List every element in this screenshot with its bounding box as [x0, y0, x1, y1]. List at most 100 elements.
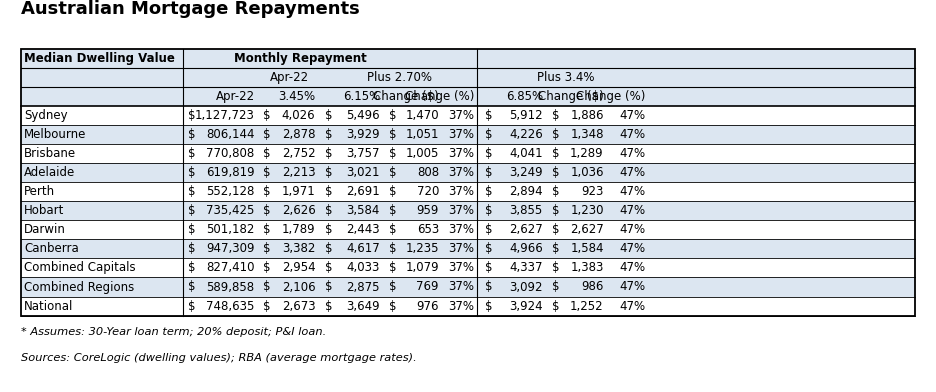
- Text: 770,808: 770,808: [206, 147, 255, 160]
- Text: 2,627: 2,627: [509, 223, 543, 236]
- Text: Change ($): Change ($): [538, 90, 604, 103]
- Text: 37%: 37%: [448, 185, 475, 198]
- Text: 3,757: 3,757: [346, 147, 380, 160]
- Text: $: $: [485, 128, 492, 141]
- Text: $: $: [263, 299, 271, 312]
- Text: $: $: [552, 166, 560, 179]
- Text: 827,410: 827,410: [206, 261, 255, 274]
- Text: $: $: [188, 223, 196, 236]
- Text: 47%: 47%: [620, 128, 646, 141]
- Text: $: $: [263, 204, 271, 217]
- Bar: [21, 125, 915, 144]
- Bar: [21, 182, 915, 201]
- Text: 589,858: 589,858: [207, 281, 255, 294]
- Text: 4,033: 4,033: [346, 261, 380, 274]
- Text: $: $: [552, 128, 560, 141]
- Text: 1,348: 1,348: [570, 128, 604, 141]
- Text: $: $: [389, 147, 397, 160]
- Text: Melbourne: Melbourne: [24, 128, 87, 141]
- Text: $: $: [552, 299, 560, 312]
- Text: 6.15%: 6.15%: [343, 90, 380, 103]
- Text: 47%: 47%: [620, 223, 646, 236]
- Text: $: $: [389, 242, 397, 256]
- Text: 3,382: 3,382: [282, 242, 315, 256]
- Text: 1,789: 1,789: [282, 223, 315, 236]
- Text: 1,127,723: 1,127,723: [195, 109, 255, 122]
- Text: 976: 976: [417, 299, 439, 312]
- Text: $: $: [485, 109, 492, 122]
- Text: 923: 923: [581, 185, 604, 198]
- Bar: [21, 258, 915, 278]
- Text: 619,819: 619,819: [206, 166, 255, 179]
- Text: $: $: [485, 166, 492, 179]
- Text: 769: 769: [417, 281, 439, 294]
- Text: 47%: 47%: [620, 166, 646, 179]
- Text: Apr-22: Apr-22: [270, 71, 309, 84]
- Text: Change (%): Change (%): [577, 90, 646, 103]
- Text: 3,929: 3,929: [346, 128, 380, 141]
- Text: 1,005: 1,005: [405, 147, 439, 160]
- Text: Apr-22: Apr-22: [215, 90, 255, 103]
- Text: $: $: [325, 223, 332, 236]
- Text: 735,425: 735,425: [206, 204, 255, 217]
- Text: $: $: [188, 242, 196, 256]
- Text: 3,855: 3,855: [509, 204, 543, 217]
- Text: $: $: [325, 166, 332, 179]
- Text: $: $: [188, 128, 196, 141]
- Text: Monthly Repayment: Monthly Repayment: [234, 52, 367, 65]
- Bar: [21, 163, 915, 182]
- Text: $: $: [389, 299, 397, 312]
- Text: 501,182: 501,182: [206, 223, 255, 236]
- Text: $: $: [389, 185, 397, 198]
- Bar: [21, 49, 915, 316]
- Text: $: $: [325, 147, 332, 160]
- Text: $: $: [485, 223, 492, 236]
- Text: 47%: 47%: [620, 147, 646, 160]
- Text: Darwin: Darwin: [24, 223, 66, 236]
- Text: 959: 959: [417, 204, 439, 217]
- Text: 1,584: 1,584: [570, 242, 604, 256]
- Text: 1,383: 1,383: [570, 261, 604, 274]
- Text: * Assumes: 30-Year loan term; 20% deposit; P&I loan.: * Assumes: 30-Year loan term; 20% deposi…: [21, 327, 326, 337]
- Text: $: $: [389, 223, 397, 236]
- Text: $: $: [188, 166, 196, 179]
- Bar: [21, 68, 915, 87]
- Text: $: $: [263, 166, 271, 179]
- Text: 3,249: 3,249: [509, 166, 543, 179]
- Text: Australian Mortgage Repayments: Australian Mortgage Repayments: [21, 0, 359, 18]
- Text: 37%: 37%: [448, 223, 475, 236]
- Text: 986: 986: [581, 281, 604, 294]
- Text: 4,966: 4,966: [509, 242, 543, 256]
- Text: $: $: [325, 204, 332, 217]
- Text: 3,649: 3,649: [346, 299, 380, 312]
- Text: 1,036: 1,036: [570, 166, 604, 179]
- Text: 3,924: 3,924: [509, 299, 543, 312]
- Text: 2,875: 2,875: [346, 281, 380, 294]
- Text: $: $: [325, 299, 332, 312]
- Text: 2,213: 2,213: [282, 166, 315, 179]
- Text: $: $: [188, 185, 196, 198]
- Text: 947,309: 947,309: [206, 242, 255, 256]
- Text: 2,894: 2,894: [509, 185, 543, 198]
- Text: Combined Capitals: Combined Capitals: [24, 261, 136, 274]
- Text: $: $: [552, 185, 560, 198]
- Text: 1,971: 1,971: [282, 185, 315, 198]
- Bar: [21, 201, 915, 220]
- Text: 47%: 47%: [620, 281, 646, 294]
- Text: 47%: 47%: [620, 299, 646, 312]
- Text: $: $: [552, 223, 560, 236]
- Text: Perth: Perth: [24, 185, 55, 198]
- Text: Hobart: Hobart: [24, 204, 65, 217]
- Text: $: $: [325, 109, 332, 122]
- Text: $: $: [263, 109, 271, 122]
- Text: $: $: [485, 261, 492, 274]
- Text: 552,128: 552,128: [206, 185, 255, 198]
- Text: $: $: [485, 281, 492, 294]
- Bar: [21, 144, 915, 163]
- Text: 37%: 37%: [448, 128, 475, 141]
- Text: 37%: 37%: [448, 299, 475, 312]
- Text: 2,106: 2,106: [282, 281, 315, 294]
- Text: 2,673: 2,673: [282, 299, 315, 312]
- Text: 4,026: 4,026: [282, 109, 315, 122]
- Text: 4,041: 4,041: [509, 147, 543, 160]
